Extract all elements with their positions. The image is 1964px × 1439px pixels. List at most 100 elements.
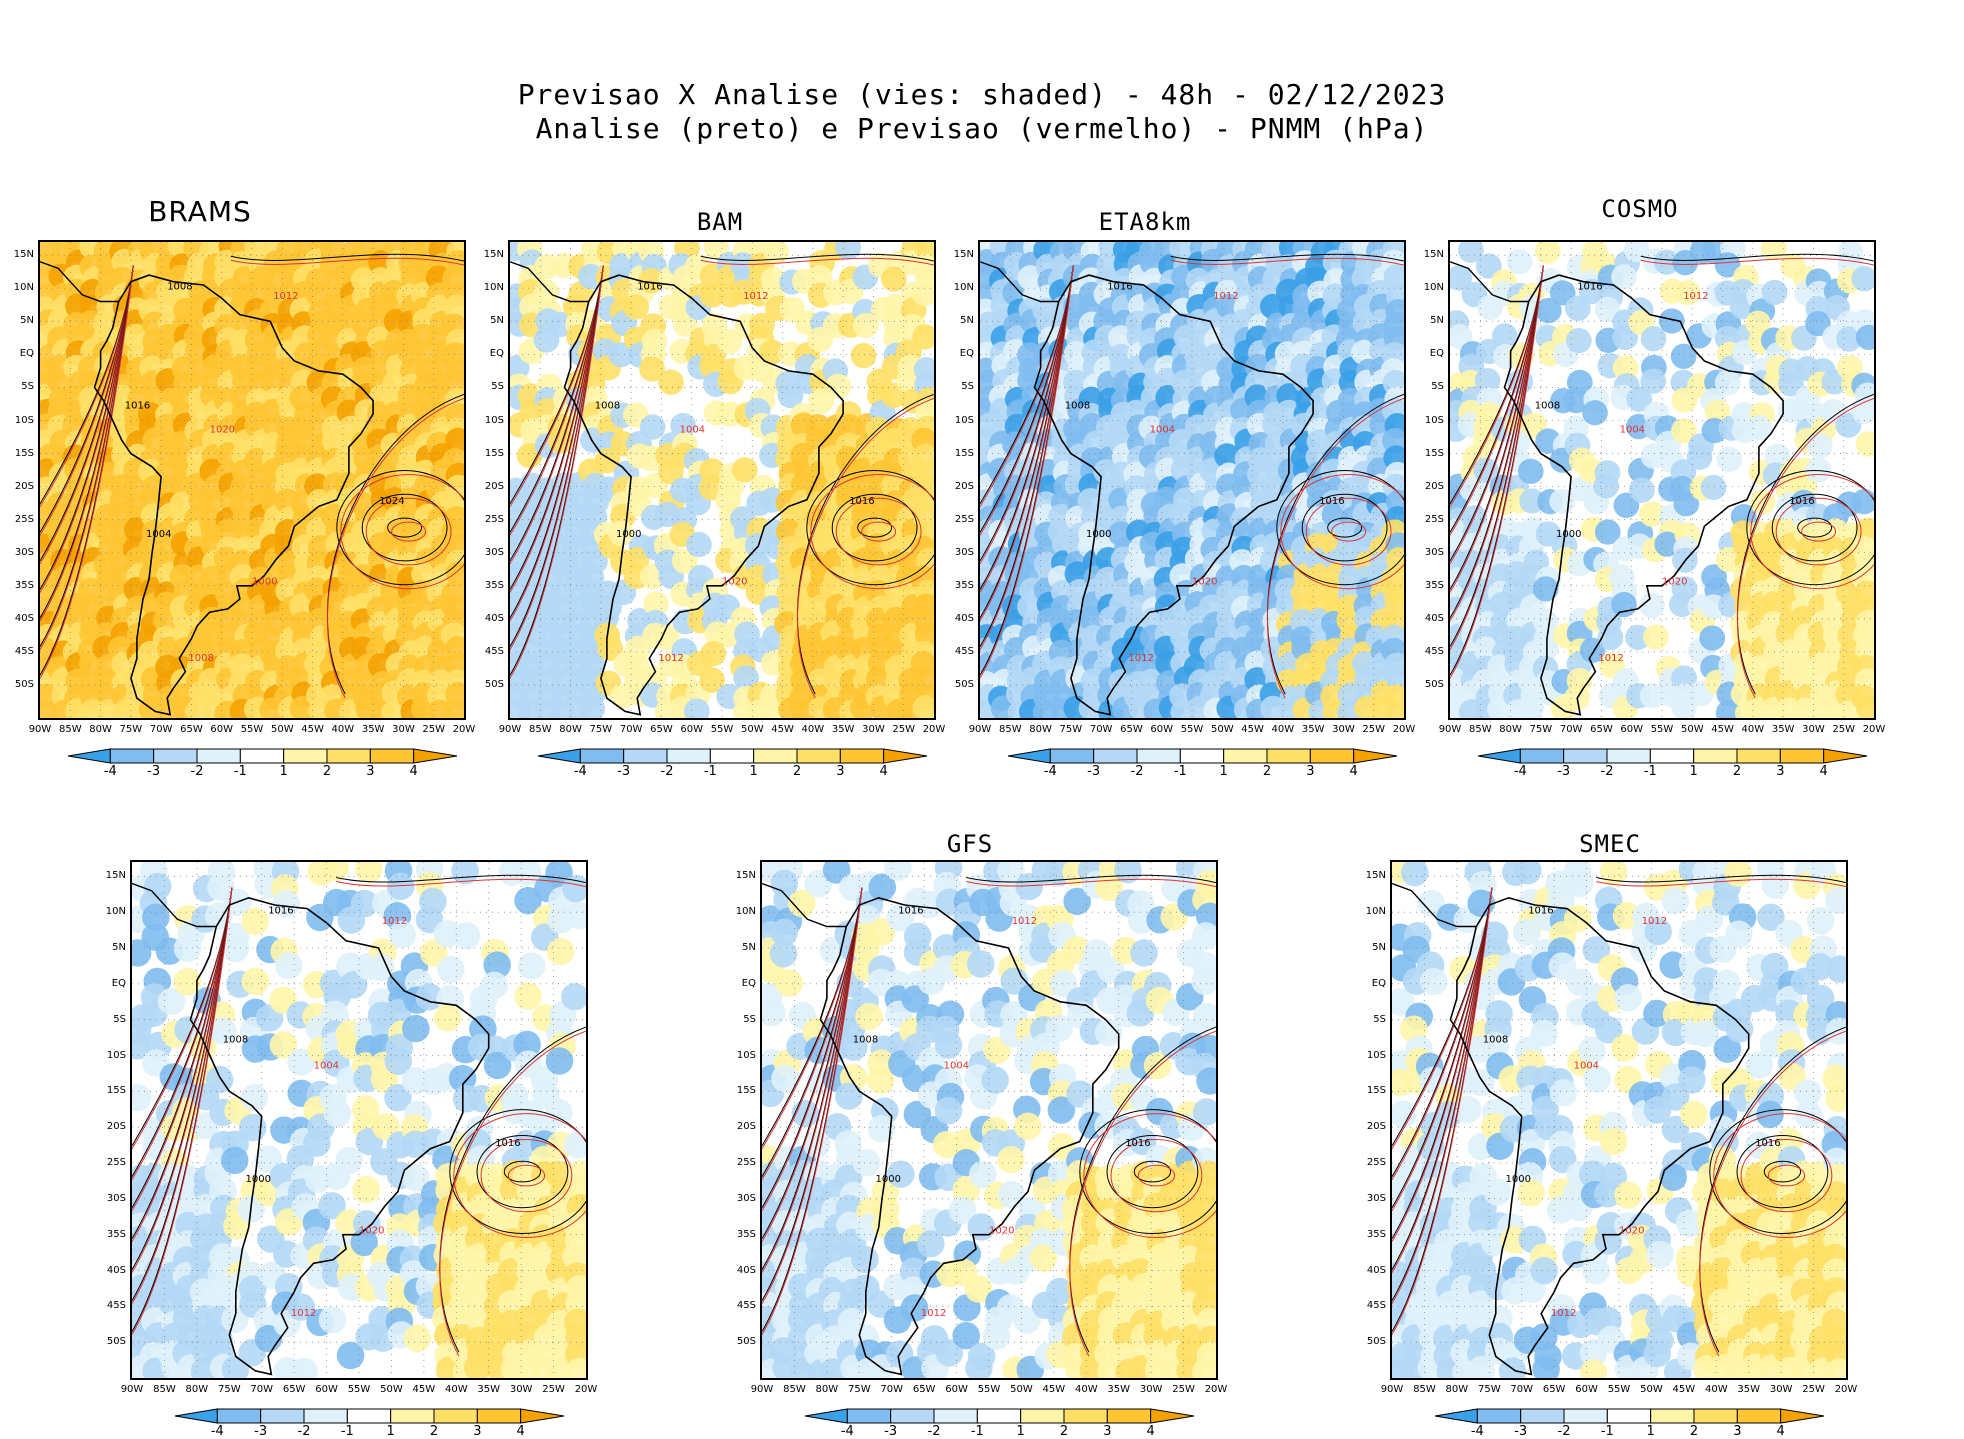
lon-tick-label: 60W xyxy=(677,724,707,735)
colorbar-brams xyxy=(67,748,459,764)
colorbar-label: 3 xyxy=(1765,764,1795,779)
colorbar-segment xyxy=(1737,749,1780,763)
isobar-label: 1000 xyxy=(876,1174,901,1185)
lon-tick-label: 35W xyxy=(1768,724,1798,735)
colorbar-segment xyxy=(840,749,883,763)
colorbar-segment xyxy=(1781,1409,1824,1423)
colorbar-label: -1 xyxy=(695,764,725,779)
colorbar-segment xyxy=(1064,1409,1107,1423)
isobar-label: 1012 xyxy=(1551,1308,1576,1319)
isobar-label: 1020 xyxy=(722,577,747,588)
colorbar-segment xyxy=(1564,749,1607,763)
colorbar-cosmo xyxy=(1477,748,1869,764)
colorbar-segment xyxy=(1050,749,1093,763)
colorbar-label: -2 xyxy=(1122,764,1152,779)
isobar-label: 1020 xyxy=(989,1226,1014,1237)
lat-tick-label: 15N xyxy=(726,870,756,881)
lon-tick-label: 35W xyxy=(474,1384,504,1395)
colorbar-label: 1 xyxy=(376,1424,406,1439)
lat-tick-label: 30S xyxy=(944,547,974,558)
lat-tick-label: 15S xyxy=(1414,448,1444,459)
lon-tick-label: 75W xyxy=(214,1384,244,1395)
lon-tick-label: 85W xyxy=(149,1384,179,1395)
colorbar-segment xyxy=(754,749,797,763)
lat-tick-label: 10N xyxy=(1414,282,1444,293)
lat-tick-label: 45S xyxy=(726,1300,756,1311)
colorbar-label: -4 xyxy=(1505,764,1535,779)
isobar-label: 1012 xyxy=(1128,653,1153,664)
lat-tick-label: 15N xyxy=(96,870,126,881)
lon-tick-label: 40W xyxy=(441,1384,471,1395)
lon-tick-label: 55W xyxy=(974,1384,1004,1395)
lon-tick-label: 35W xyxy=(1298,724,1328,735)
lat-tick-label: 20S xyxy=(944,481,974,492)
isobar-label: 1012 xyxy=(291,1308,316,1319)
lon-tick-label: 70W xyxy=(247,1384,277,1395)
lat-tick-label: 5S xyxy=(1414,381,1444,392)
lat-tick-label: 35S xyxy=(474,580,504,591)
colorbar-label: 4 xyxy=(1339,764,1369,779)
lon-tick-label: 35W xyxy=(1734,1384,1764,1395)
colorbar-label: -1 xyxy=(225,764,255,779)
bias-shading-brams xyxy=(40,242,464,718)
lon-tick-label: 70W xyxy=(1086,724,1116,735)
isobar-label: 1016 xyxy=(898,906,923,917)
lat-tick-label: 25S xyxy=(944,514,974,525)
lon-tick-label: 90W xyxy=(495,724,525,735)
lon-tick-label: 60W xyxy=(1147,724,1177,735)
colorbar-segment xyxy=(891,1409,934,1423)
lon-tick-label: 45W xyxy=(768,724,798,735)
colorbar-segment xyxy=(1521,1409,1564,1423)
lat-tick-label: 10S xyxy=(1414,415,1444,426)
lon-tick-label: 80W xyxy=(1442,1384,1472,1395)
colorbar-segment xyxy=(1435,1409,1477,1423)
colorbar-segment xyxy=(1224,749,1267,763)
lat-tick-label: 40S xyxy=(944,613,974,624)
lon-tick-label: 20W xyxy=(1859,724,1889,735)
colorbar-label: -3 xyxy=(139,764,169,779)
colorbar-label: -2 xyxy=(182,764,212,779)
isobar-label: 1012 xyxy=(273,291,298,302)
colorbar-segment xyxy=(327,749,370,763)
lon-tick-label: 90W xyxy=(25,724,55,735)
lon-tick-label: 45W xyxy=(1039,1384,1069,1395)
colorbar-label: 1 xyxy=(739,764,769,779)
lon-tick-label: 65W xyxy=(1116,724,1146,735)
lon-tick-label: 85W xyxy=(1409,1384,1439,1395)
lat-tick-label: 15N xyxy=(474,249,504,260)
lon-tick-label: 65W xyxy=(909,1384,939,1395)
lat-tick-label: 10S xyxy=(4,415,34,426)
colorbar-label: -2 xyxy=(652,764,682,779)
colorbar-segment xyxy=(154,749,197,763)
lat-tick-label: 10N xyxy=(726,906,756,917)
lon-tick-label: 75W xyxy=(1474,1384,1504,1395)
lon-tick-label: 50W xyxy=(1207,724,1237,735)
lon-tick-label: 70W xyxy=(146,724,176,735)
lon-tick-label: 55W xyxy=(1177,724,1207,735)
lat-tick-label: 50S xyxy=(474,679,504,690)
colorbar-segment xyxy=(797,749,840,763)
colorbar-segment xyxy=(370,749,413,763)
isobar-label: 1016 xyxy=(1755,1138,1780,1149)
colorbar-segment xyxy=(1151,1409,1194,1423)
isobar-label: 1024 xyxy=(379,496,404,507)
isobar-label: 1020 xyxy=(1192,577,1217,588)
lon-tick-label: 20W xyxy=(571,1384,601,1395)
lon-tick-label: 65W xyxy=(1586,724,1616,735)
lat-tick-label: 20S xyxy=(1356,1121,1386,1132)
lon-tick-label: 30W xyxy=(506,1384,536,1395)
lon-tick-label: 50W xyxy=(1636,1384,1666,1395)
lon-tick-label: 25W xyxy=(1799,1384,1829,1395)
colorbar-label: -4 xyxy=(95,764,125,779)
lon-tick-label: 30W xyxy=(858,724,888,735)
lat-tick-label: 15S xyxy=(1356,1085,1386,1096)
lat-tick-label: 40S xyxy=(96,1265,126,1276)
isobar-label: 1012 xyxy=(921,1308,946,1319)
isobar-label: 1000 xyxy=(1086,529,1111,540)
lat-tick-label: 30S xyxy=(96,1193,126,1204)
lon-tick-label: 45W xyxy=(298,724,328,735)
lat-tick-label: 30S xyxy=(474,547,504,558)
colorbar-segment xyxy=(1650,749,1693,763)
colorbar-segment xyxy=(304,1409,347,1423)
